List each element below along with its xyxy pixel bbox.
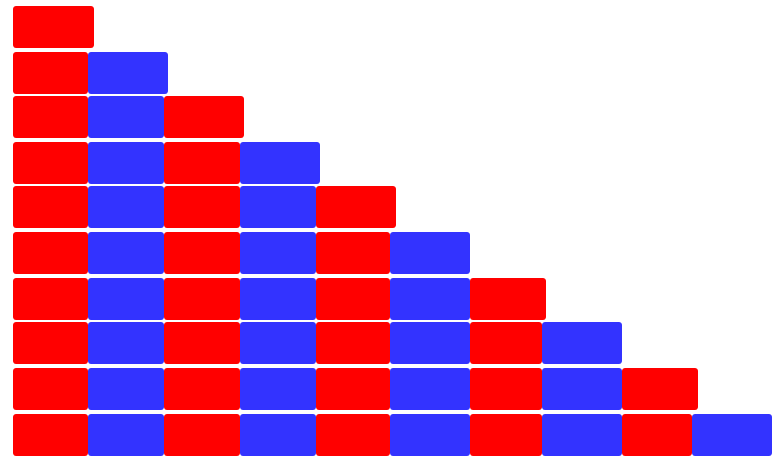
block-blue-r8-c2 — [88, 322, 164, 364]
block-red-r7-c1 — [13, 278, 88, 320]
block-blue-r3-c2 — [88, 96, 164, 138]
block-blue-r10-c8 — [542, 414, 622, 456]
block-blue-r10-c4 — [240, 414, 316, 456]
block-blue-r2-c2 — [88, 52, 168, 94]
block-red-r10-c5 — [316, 414, 390, 456]
block-red-r9-c9 — [622, 368, 698, 410]
block-red-r8-c1 — [13, 322, 88, 364]
block-red-r9-c5 — [316, 368, 390, 410]
block-blue-r10-c6 — [390, 414, 470, 456]
block-red-r6-c1 — [13, 232, 88, 274]
block-red-r4-c1 — [13, 142, 88, 184]
block-red-r7-c3 — [164, 278, 240, 320]
block-blue-r5-c2 — [88, 186, 164, 228]
block-blue-r4-c4 — [240, 142, 320, 184]
block-red-r10-c9 — [622, 414, 692, 456]
block-red-r10-c1 — [13, 414, 88, 456]
block-blue-r10-c2 — [88, 414, 164, 456]
block-blue-r7-c2 — [88, 278, 164, 320]
block-red-r9-c1 — [13, 368, 88, 410]
block-blue-r6-c2 — [88, 232, 164, 274]
block-blue-r6-c4 — [240, 232, 316, 274]
block-red-r9-c3 — [164, 368, 240, 410]
block-blue-r8-c4 — [240, 322, 316, 364]
block-red-r1-c1 — [13, 6, 94, 48]
block-blue-r10-c10 — [692, 414, 772, 456]
block-blue-r5-c4 — [240, 186, 316, 228]
block-red-r6-c3 — [164, 232, 240, 274]
block-red-r6-c5 — [316, 232, 390, 274]
block-red-r5-c1 — [13, 186, 88, 228]
block-red-r7-c5 — [316, 278, 390, 320]
block-blue-r9-c4 — [240, 368, 316, 410]
block-blue-r9-c8 — [542, 368, 622, 410]
block-blue-r8-c6 — [390, 322, 470, 364]
block-blue-r8-c8 — [542, 322, 622, 364]
block-red-r10-c3 — [164, 414, 240, 456]
block-red-r5-c3 — [164, 186, 240, 228]
block-blue-r4-c2 — [88, 142, 164, 184]
block-red-r9-c7 — [470, 368, 542, 410]
block-red-r2-c1 — [13, 52, 88, 94]
block-red-r8-c3 — [164, 322, 240, 364]
block-blue-r7-c4 — [240, 278, 316, 320]
block-red-r3-c1 — [13, 96, 88, 138]
block-blue-r9-c6 — [390, 368, 470, 410]
block-red-r3-c3 — [164, 96, 244, 138]
block-red-r4-c3 — [164, 142, 240, 184]
block-red-r8-c5 — [316, 322, 390, 364]
block-blue-r9-c2 — [88, 368, 164, 410]
block-red-r7-c7 — [470, 278, 546, 320]
block-blue-r6-c6 — [390, 232, 470, 274]
block-blue-r7-c6 — [390, 278, 470, 320]
block-red-r10-c7 — [470, 414, 542, 456]
block-red-r8-c7 — [470, 322, 542, 364]
block-red-r5-c5 — [316, 186, 396, 228]
